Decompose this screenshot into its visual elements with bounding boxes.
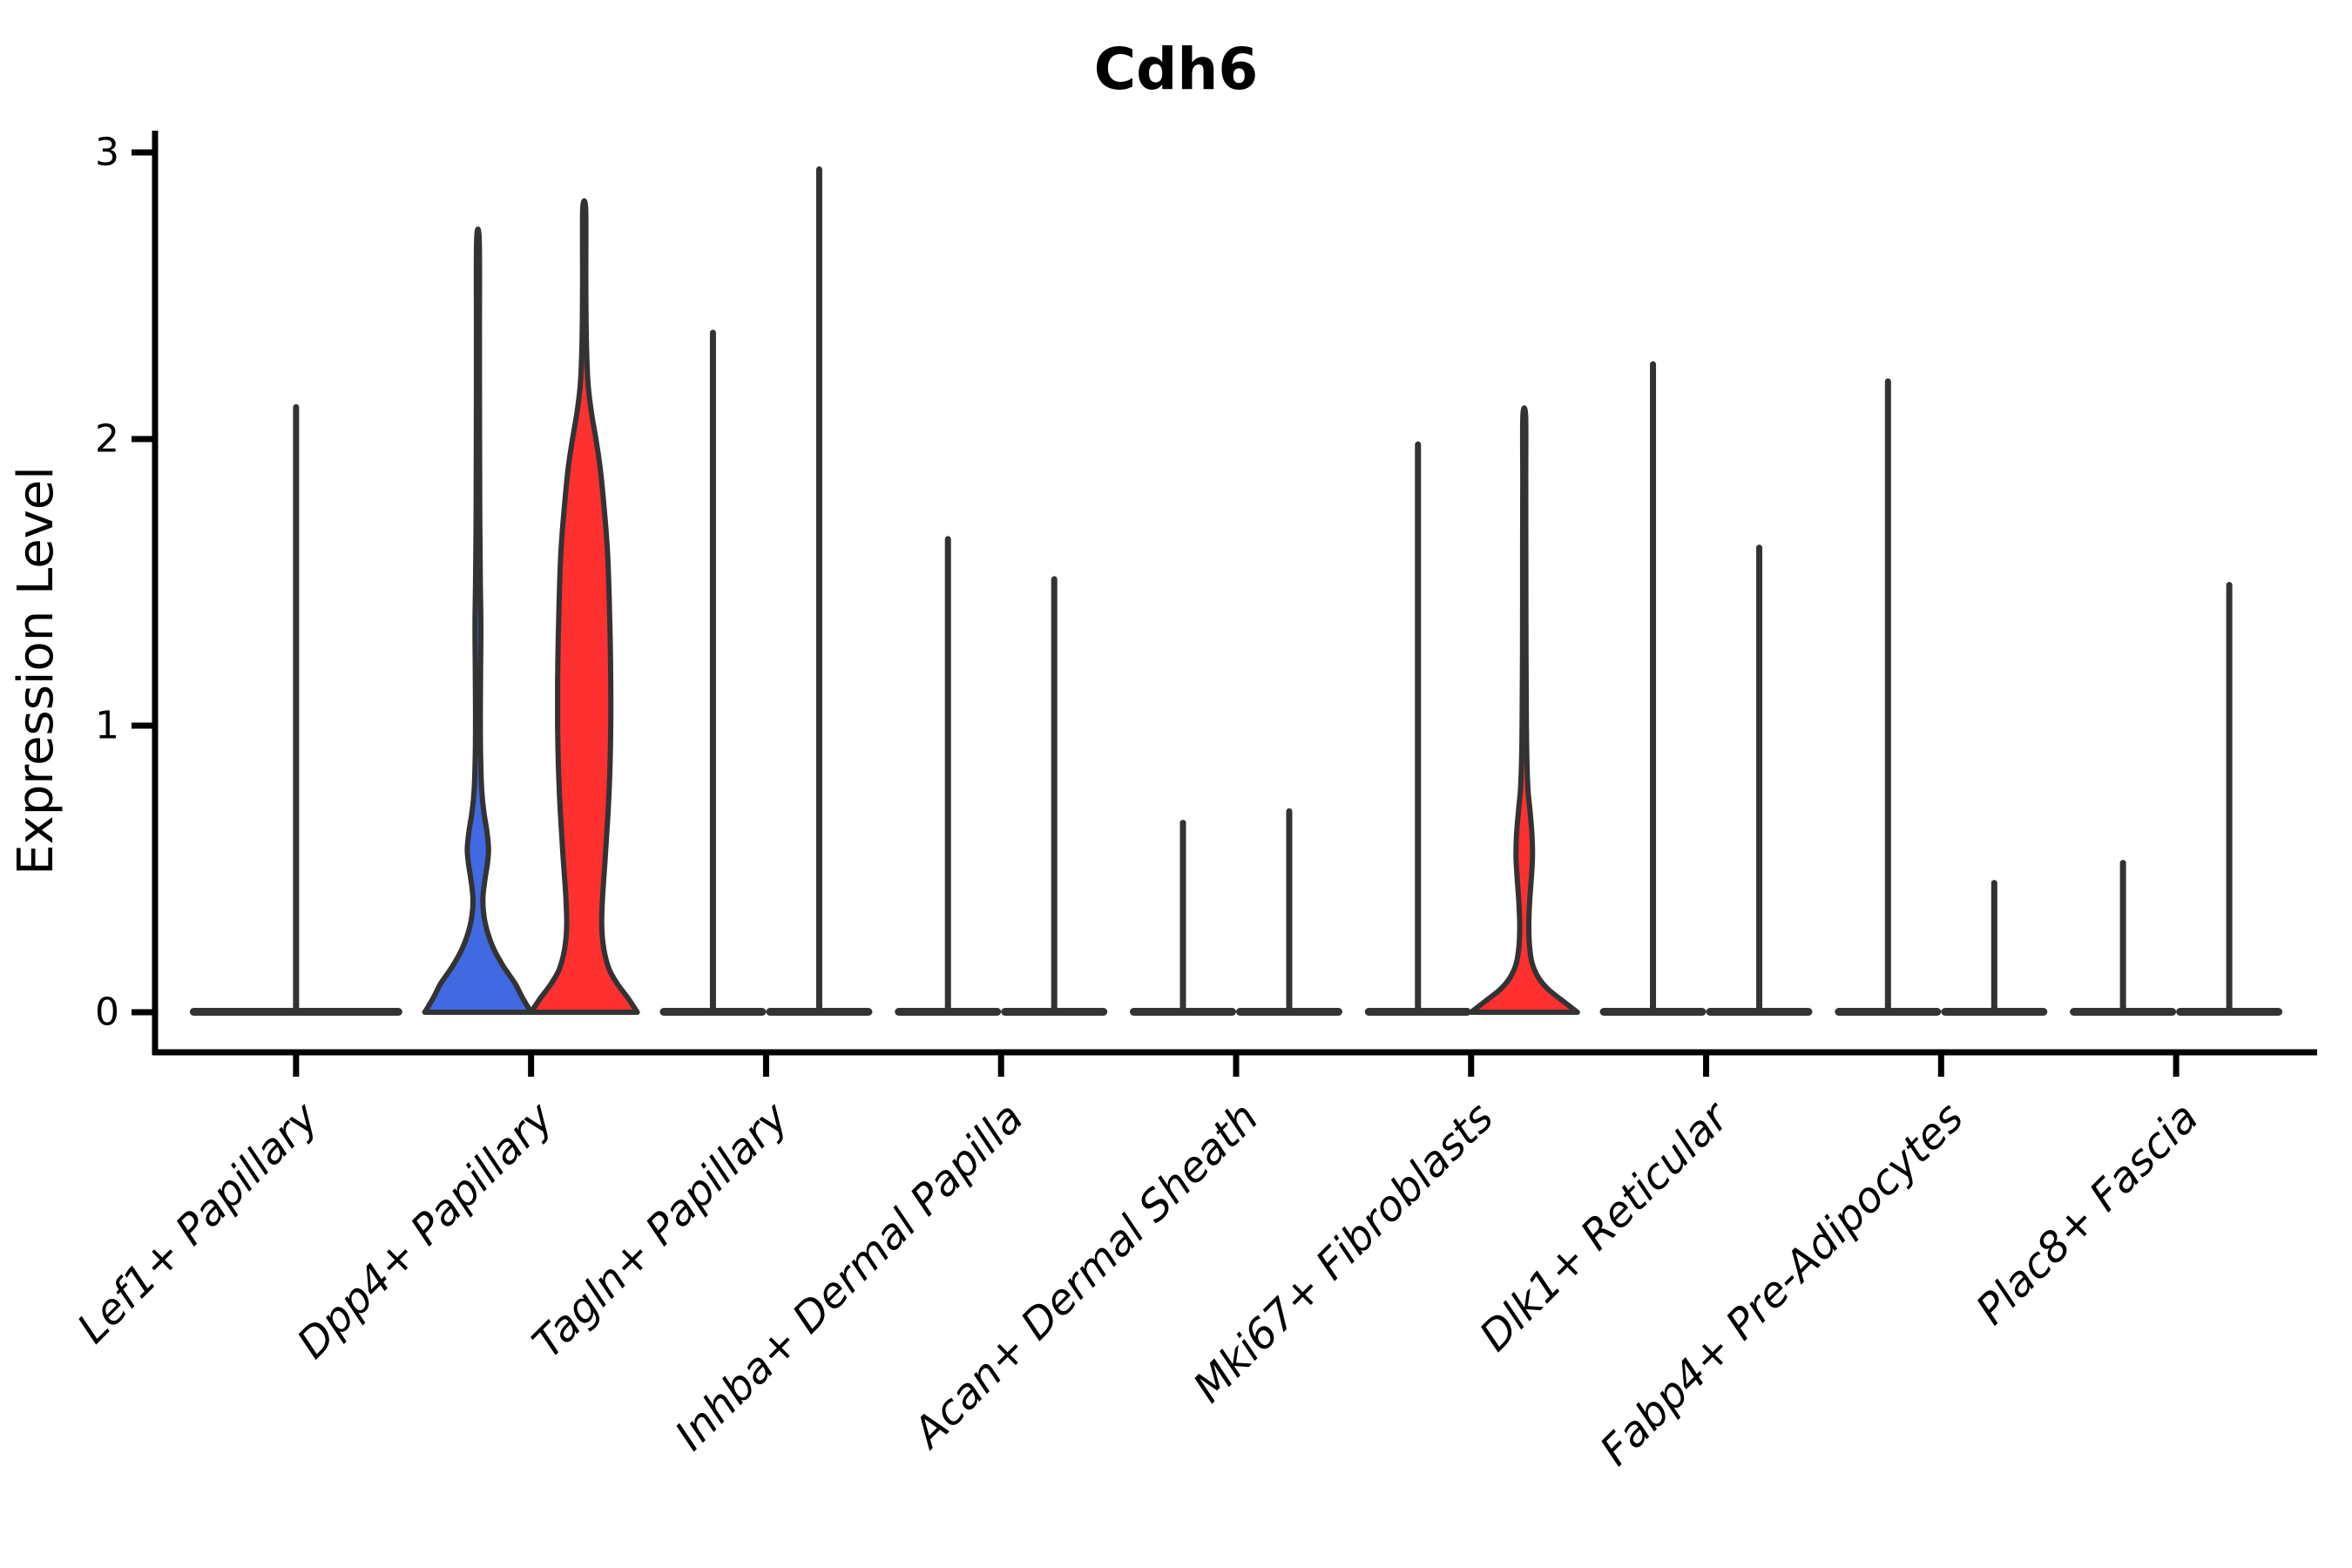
y-tick-label-2: 2 (95, 417, 119, 462)
violin-dpp4-papillary-left-blue (422, 226, 534, 1015)
chart-title: Cdh6 (1094, 36, 1259, 103)
y-tick-label-0: 0 (95, 990, 119, 1035)
y-axis-label: Expression Level (8, 466, 64, 875)
violin-dpp4-papillary-right-red (528, 198, 640, 1015)
x-tick-label-dlk1-reticular: Dlk1+ Reticular (1470, 1092, 1740, 1362)
y-tick-label-3: 3 (95, 131, 119, 175)
x-tick-label-tagln-papillary: Tagln+ Papillary (524, 1092, 799, 1368)
violin-mki67-fibroblasts-right-red (1468, 405, 1580, 1015)
y-tick-label-1: 1 (95, 704, 119, 748)
x-tick-label-lef1-papillary: Lef1+ Papillary (68, 1092, 328, 1353)
x-tick-label-plac8-fascia: Plac8+ Fascia (1967, 1093, 2208, 1335)
x-tick-label-dpp4-papillary: Dpp4+ Papillary (288, 1092, 564, 1368)
